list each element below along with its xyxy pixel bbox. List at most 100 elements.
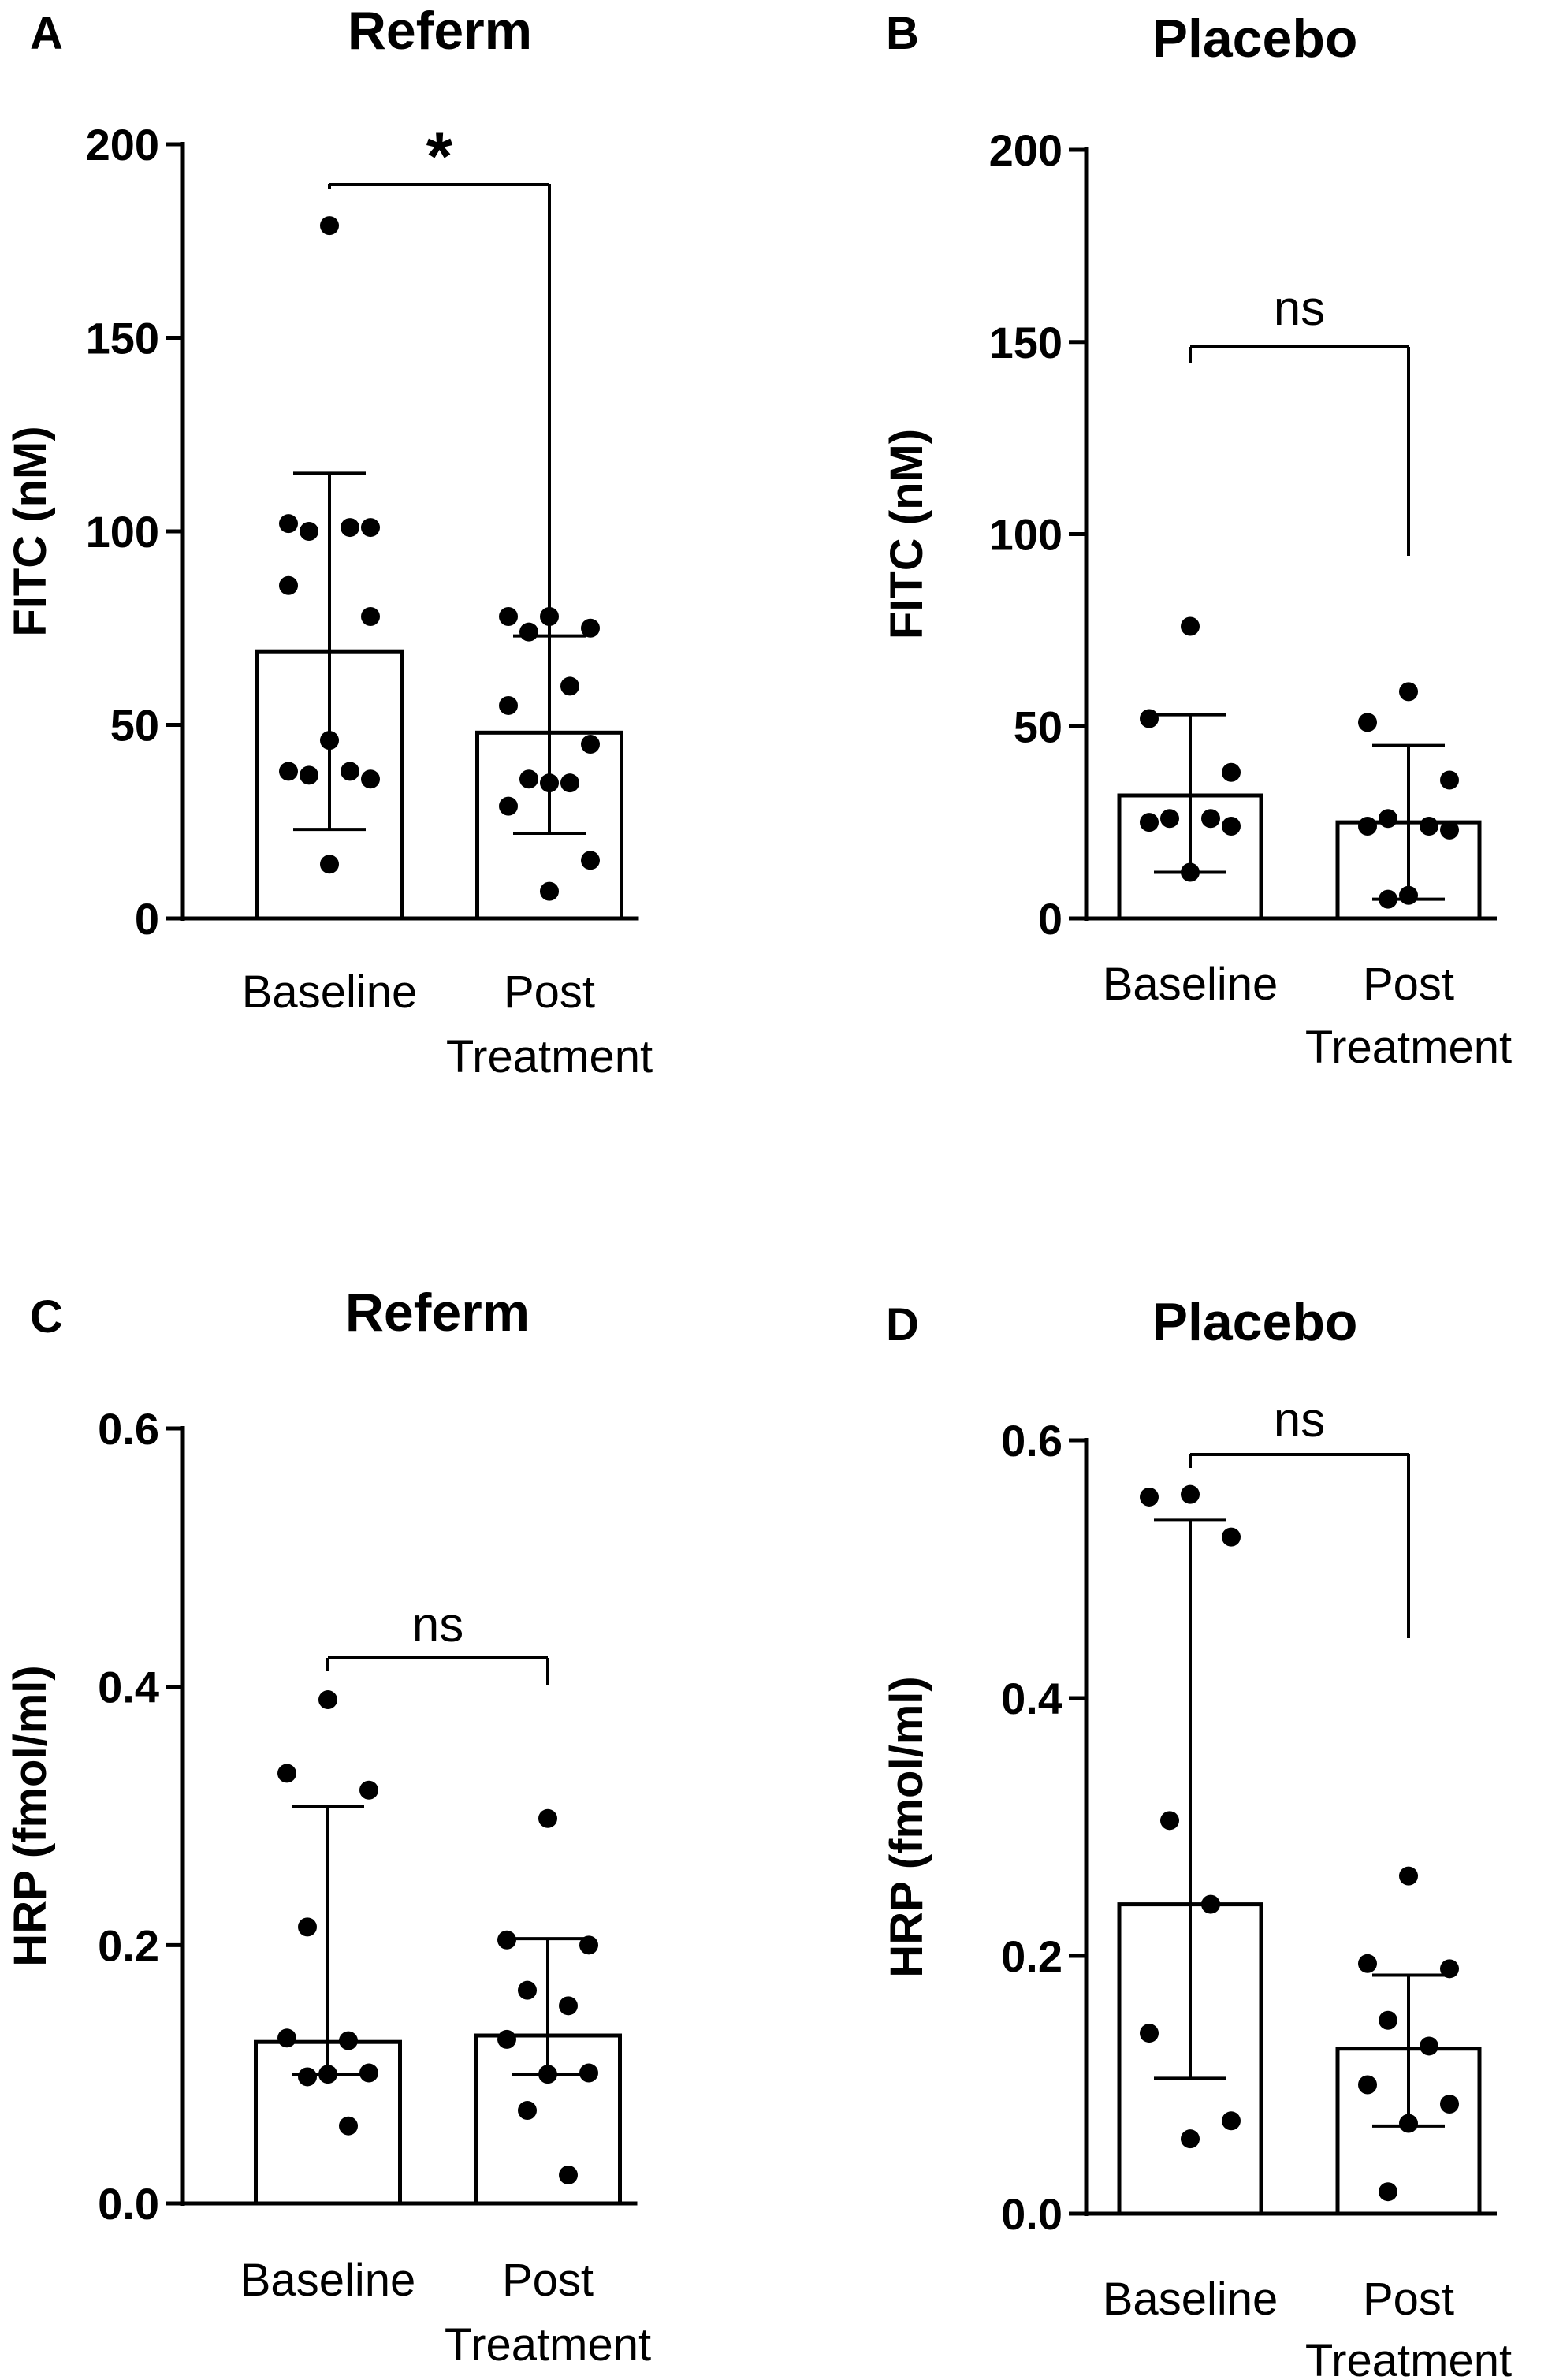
- significance-label: ns: [1274, 281, 1325, 336]
- y-tick-label: 200: [86, 120, 159, 169]
- y-tick-label: 0: [135, 894, 159, 944]
- data-point: [1140, 709, 1159, 728]
- y-tick-label: 50: [1014, 702, 1062, 751]
- data-point: [1440, 770, 1459, 790]
- data-point: [341, 518, 359, 538]
- data-point: [277, 1764, 296, 1783]
- x-category-label-line2: Treatment: [1305, 1022, 1512, 1073]
- y-axis-label: FITC (nM): [881, 429, 932, 639]
- y-tick-label: 150: [989, 318, 1062, 367]
- data-point: [581, 851, 600, 870]
- data-point: [298, 2067, 317, 2087]
- data-point: [1420, 817, 1438, 836]
- data-point: [559, 2165, 578, 2184]
- data-point: [339, 2031, 358, 2050]
- data-point: [538, 2065, 557, 2084]
- significance-label: *: [426, 119, 453, 195]
- data-point: [1399, 682, 1418, 702]
- data-point: [339, 2116, 358, 2136]
- data-point: [1140, 2024, 1159, 2043]
- y-axis-label: HRP (fmol/ml): [5, 1665, 56, 1966]
- data-point: [1201, 809, 1220, 829]
- data-point: [318, 2065, 337, 2084]
- data-point: [560, 676, 579, 696]
- data-point: [1222, 1527, 1241, 1547]
- data-point: [1379, 2010, 1397, 2030]
- data-point: [579, 2063, 598, 2083]
- data-point: [499, 796, 518, 816]
- y-tick-label: 0: [1038, 894, 1062, 944]
- data-point: [499, 695, 518, 715]
- x-category-label: Baseline: [1103, 2274, 1278, 2325]
- data-point: [538, 1808, 557, 1828]
- chart-title: Referm: [345, 1283, 530, 1343]
- data-point: [1140, 813, 1159, 832]
- panel-letter: B: [886, 8, 919, 59]
- x-category-label: Baseline: [240, 2255, 415, 2306]
- y-axis-label: FITC (nM): [5, 426, 56, 636]
- y-tick-label: 0.6: [1001, 1416, 1062, 1466]
- data-point: [361, 607, 380, 627]
- data-point: [559, 1996, 578, 2016]
- data-point: [341, 762, 359, 781]
- data-point: [499, 607, 518, 627]
- y-tick-label: 0.4: [1001, 1674, 1062, 1723]
- data-point: [519, 622, 538, 642]
- x-category-label: Baseline: [1103, 959, 1278, 1010]
- data-point: [540, 773, 559, 793]
- y-tick-label: 0.2: [1001, 1931, 1062, 1981]
- data-point: [581, 618, 600, 638]
- y-tick-label: 100: [989, 510, 1062, 560]
- data-point: [1440, 2095, 1459, 2114]
- data-point: [361, 518, 380, 538]
- data-point: [300, 522, 318, 541]
- chart-title: Placebo: [1152, 9, 1358, 69]
- y-tick-label: 100: [86, 507, 159, 557]
- x-category-label-line2: Treatment: [446, 1031, 653, 1082]
- data-point: [1358, 2075, 1377, 2095]
- data-point: [497, 1930, 516, 1950]
- y-tick-label: 0.2: [98, 1920, 159, 1970]
- panel-d: D Placebo 0.0 0.2 0.4 0.6 HRP (fmol/ml) Baselin…: [881, 1292, 1512, 2380]
- data-point: [560, 773, 579, 793]
- data-point: [1181, 1484, 1200, 1504]
- x-category-label: Post: [1363, 959, 1454, 1010]
- y-tick-label: 150: [86, 314, 159, 363]
- data-point: [279, 514, 298, 534]
- data-point: [1379, 2182, 1397, 2202]
- data-point: [359, 1780, 378, 1800]
- data-point: [1181, 862, 1200, 882]
- y-tick-label: 0.6: [98, 1404, 159, 1454]
- data-point: [1379, 809, 1397, 829]
- panel-letter: A: [30, 8, 63, 59]
- data-point: [1358, 713, 1377, 732]
- data-point: [1440, 1959, 1459, 1979]
- panel-a: A Referm 0 50 100 150 200 FITC (nM) Baseline Post…: [5, 1, 653, 1082]
- data-point: [1201, 1894, 1220, 1914]
- data-point: [320, 731, 339, 751]
- x-category-label: Post: [1363, 2274, 1454, 2325]
- y-tick-label: 50: [110, 701, 159, 751]
- data-point: [359, 2063, 378, 2083]
- data-point: [1181, 616, 1200, 636]
- data-point: [320, 855, 339, 874]
- data-point: [1222, 2111, 1241, 2131]
- data-point: [279, 575, 298, 595]
- data-point: [1399, 1866, 1418, 1886]
- chart-title: Referm: [348, 1, 532, 61]
- y-tick-label: 0.4: [98, 1663, 159, 1712]
- data-point: [1379, 889, 1397, 909]
- data-point: [1222, 762, 1241, 782]
- panel-letter: C: [30, 1291, 63, 1343]
- data-point: [540, 881, 559, 901]
- data-point: [1358, 1954, 1377, 1973]
- panel-letter: D: [886, 1299, 919, 1350]
- data-point: [519, 769, 538, 789]
- data-point: [298, 1917, 317, 1937]
- data-point: [320, 216, 339, 236]
- data-point: [1420, 2036, 1438, 2056]
- significance-label: ns: [1274, 1393, 1325, 1447]
- data-point: [581, 735, 600, 754]
- data-point: [497, 2029, 516, 2049]
